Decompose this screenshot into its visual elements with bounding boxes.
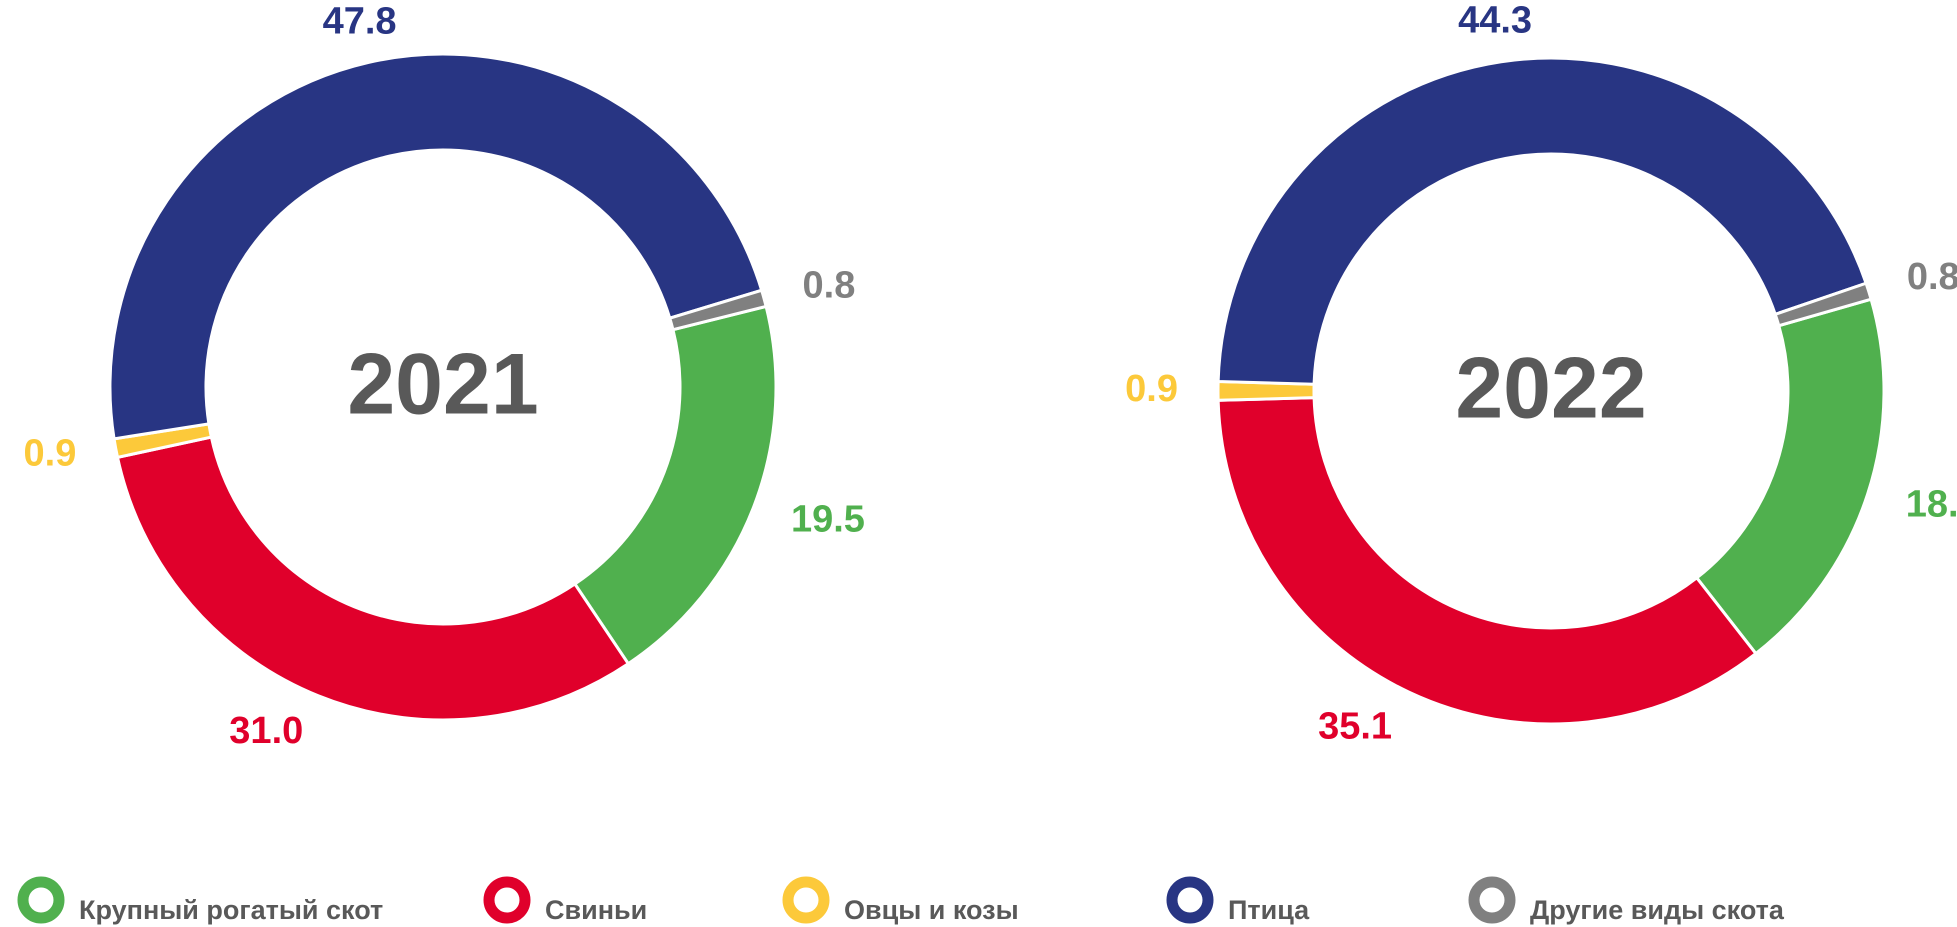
donut-slice <box>115 435 631 722</box>
donut-slice <box>108 52 764 441</box>
chart-title: 2022 <box>1455 341 1646 437</box>
donut-slice <box>572 304 778 666</box>
value-label: 0.8 <box>803 265 856 307</box>
value-label: 0.9 <box>24 433 77 475</box>
value-label: 0.8 <box>1907 256 1957 298</box>
legend-label: Свиньи <box>545 895 647 925</box>
legend-icon <box>17 876 65 924</box>
legend-icon <box>1166 876 1214 924</box>
donut-slice <box>1216 396 1758 726</box>
legend-label: Овцы и козы <box>844 895 1019 925</box>
value-label: 44.3 <box>1458 0 1532 41</box>
donut-slice <box>1216 56 1868 386</box>
donut-slice <box>667 288 768 332</box>
value-label: 47.8 <box>323 0 397 42</box>
legend-label: Другие виды скота <box>1530 895 1785 925</box>
chart-title: 2021 <box>347 337 538 433</box>
value-label: 18.9 <box>1906 483 1957 525</box>
value-label: 35.1 <box>1318 705 1392 747</box>
legend-label: Крупный рогатый скот <box>79 895 383 925</box>
donut-slice <box>1694 297 1886 656</box>
legend-icon <box>483 876 531 924</box>
donut-slice <box>1773 281 1873 328</box>
value-label: 19.5 <box>791 498 865 540</box>
legend-label: Птица <box>1228 895 1310 925</box>
legend-icon <box>782 876 830 924</box>
value-label: 31.0 <box>229 710 303 752</box>
legend-icon <box>1468 876 1516 924</box>
value-label: 0.9 <box>1125 368 1178 410</box>
